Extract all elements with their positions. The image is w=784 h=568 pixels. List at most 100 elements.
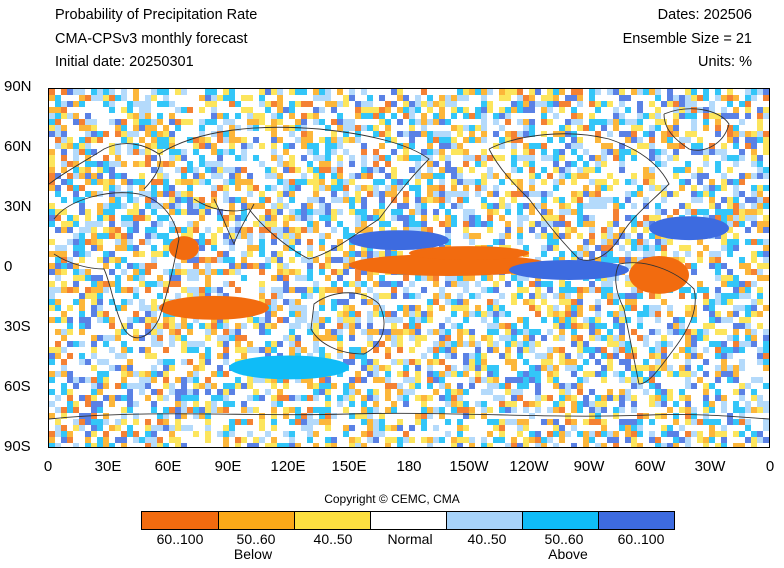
probability-cell [643,341,649,347]
probability-cell [481,173,487,179]
probability-cell [409,335,415,341]
probability-cell [499,323,505,329]
probability-cell [523,125,529,131]
probability-cell [169,191,175,197]
probability-cell [97,167,103,173]
probability-cell [673,329,679,335]
probability-cell [589,353,595,359]
probability-cell [553,185,559,191]
probability-cell [91,179,97,185]
probability-cell [439,395,445,401]
probability-cell [499,293,505,299]
probability-cell [703,383,709,389]
probability-cell [499,425,505,431]
probability-cell [571,341,577,347]
probability-cell [313,119,319,125]
probability-cell [109,221,115,227]
probability-cell [313,209,319,215]
probability-cell [697,179,703,185]
probability-cell [427,407,433,413]
probability-cell [703,125,709,131]
probability-cell [277,287,283,293]
probability-cell [403,377,409,383]
probability-cell [661,161,667,167]
probability-cell [121,365,127,371]
probability-cell [631,377,637,383]
probability-cell [115,395,121,401]
probability-cell [571,383,577,389]
probability-cell [553,431,559,437]
probability-cell [715,203,721,209]
probability-cell [67,173,73,179]
probability-cell [373,179,379,185]
probability-cell [367,215,373,221]
probability-cell [499,137,505,143]
lon-tick-label: 60E [154,458,182,475]
probability-cell [553,179,559,185]
probability-cell [595,257,601,263]
probability-cell [469,329,475,335]
probability-cell [199,137,205,143]
probability-cell [715,377,721,383]
probability-cell [169,221,175,227]
probability-cell [145,425,151,431]
probability-cell [547,407,553,413]
probability-cell [655,209,661,215]
probability-cell [427,329,433,335]
probability-cell [733,191,739,197]
probability-cell [61,383,67,389]
probability-cell [685,311,691,317]
probability-cell [217,155,223,161]
probability-cell [667,89,673,95]
probability-cell [343,395,349,401]
probability-cell [511,89,517,95]
probability-cell [211,95,217,101]
probability-cell [607,197,613,203]
probability-cell [193,389,199,395]
probability-cell [289,431,295,437]
probability-cell [343,257,349,263]
probability-cell [703,419,709,425]
probability-cell [115,149,121,155]
probability-cell [151,353,157,359]
probability-cell [661,197,667,203]
probability-cell [481,203,487,209]
probability-cell [169,281,175,287]
probability-cell [409,113,415,119]
probability-cell [445,317,451,323]
probability-cell [601,119,607,125]
probability-cell [457,167,463,173]
probability-cell [661,389,667,395]
probability-cell [553,227,559,233]
probability-cell [235,341,241,347]
probability-cell [55,443,61,447]
probability-cell [217,353,223,359]
probability-cell [133,131,139,137]
probability-cell [151,281,157,287]
probability-cell [103,377,109,383]
probability-cell [745,311,751,317]
probability-cell [91,149,97,155]
probability-cell [463,287,469,293]
probability-cell [373,389,379,395]
probability-cell [751,395,757,401]
probability-cell [607,431,613,437]
probability-cell [523,101,529,107]
probability-cell [727,131,733,137]
probability-cell [763,257,769,263]
probability-cell [97,233,103,239]
probability-cell [199,215,205,221]
probability-cell [67,263,73,269]
probability-cell [127,407,133,413]
probability-cell [259,413,265,419]
probability-cell [721,353,727,359]
probability-cell [565,203,571,209]
probability-cell [313,419,319,425]
probability-cell [583,185,589,191]
probability-cell [151,95,157,101]
probability-cell [295,287,301,293]
probability-cell [487,347,493,353]
probability-cell [649,419,655,425]
probability-cell [139,299,145,305]
probability-cell [559,401,565,407]
